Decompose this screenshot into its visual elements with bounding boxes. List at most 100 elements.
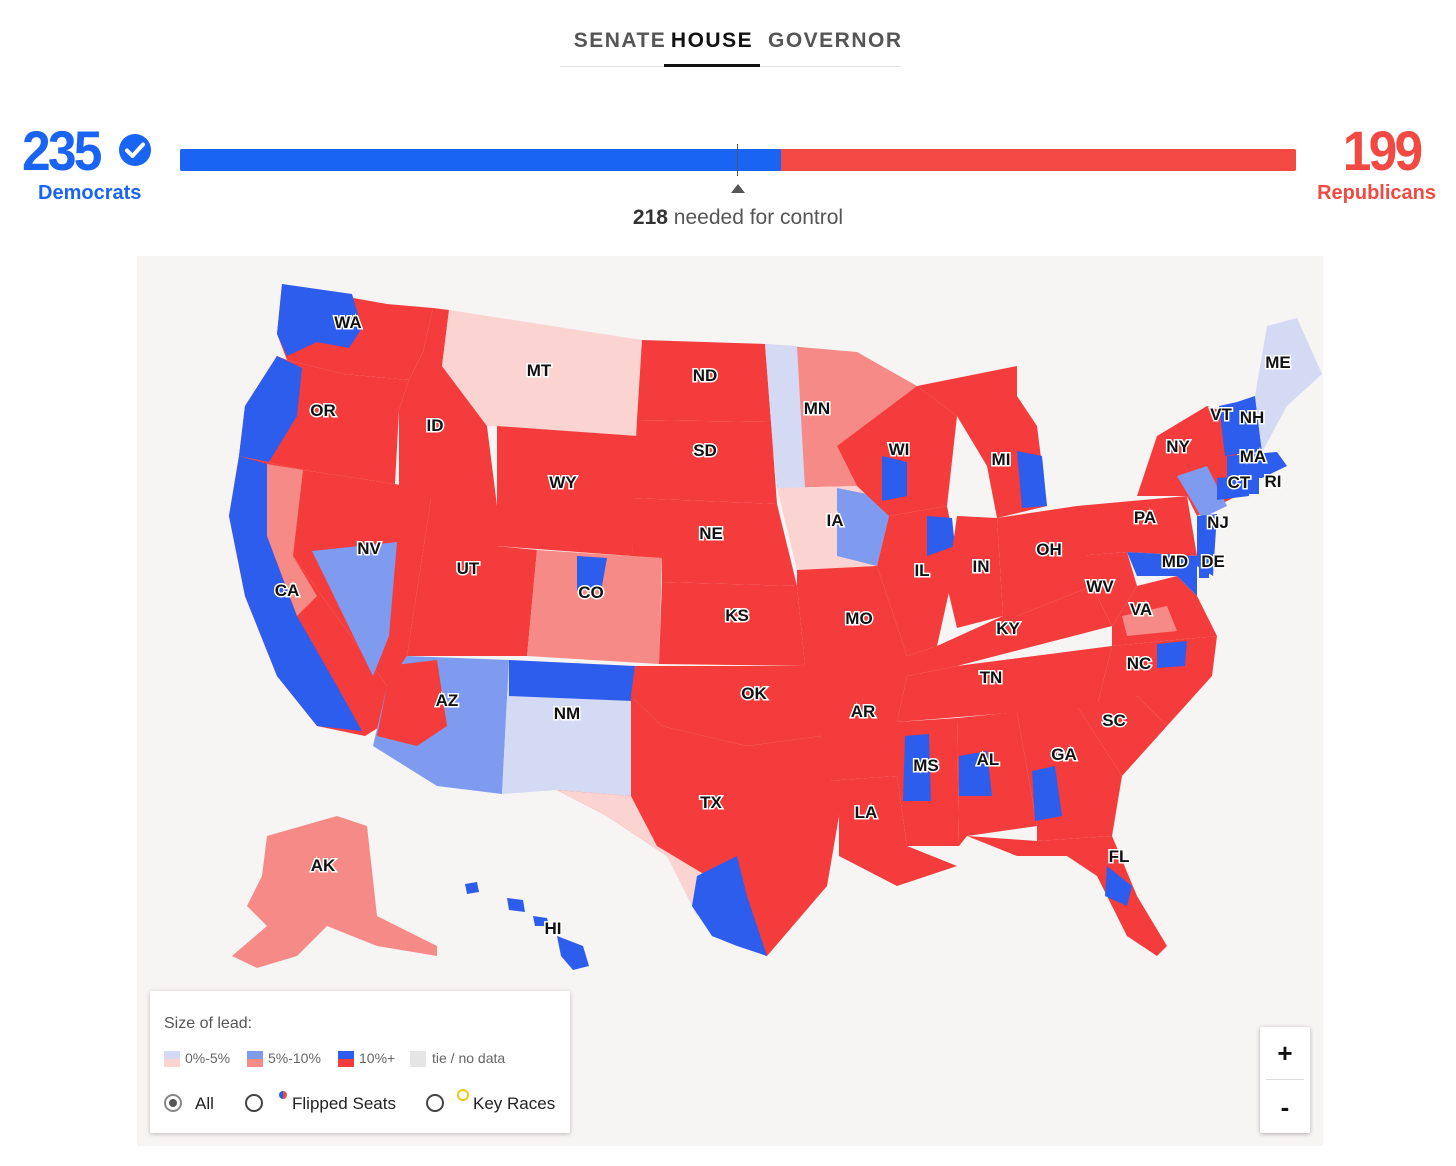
legend-label-0-5: 0%-5%	[185, 1050, 231, 1066]
state-shape-wi[interactable]	[837, 386, 957, 516]
state-label-nv: NV	[357, 539, 381, 558]
control-number: 218	[632, 206, 668, 229]
state-shape-fl[interactable]	[967, 836, 1167, 956]
state-shape-oh[interactable]	[997, 506, 1092, 616]
state-shape-ga-dem[interactable]	[1032, 766, 1062, 821]
state-shape-wi-dem[interactable]	[882, 456, 907, 501]
state-label-co: CO	[578, 583, 604, 602]
state-shape-mo[interactable]	[797, 566, 907, 676]
state-shape-md[interactable]	[1127, 552, 1197, 596]
state-label-sd: SD	[693, 441, 717, 460]
seat-balance-bar	[180, 149, 1296, 171]
state-shape-ia-dem[interactable]	[837, 488, 889, 566]
state-shape-co-dem[interactable]	[577, 556, 607, 591]
state-label-ga: GA	[1051, 745, 1077, 764]
us-map-svg[interactable]: WA OR CA ID NV MT WY UT AZ CO NM ND SD NE KS OK TX MN IA MO…	[137, 256, 1323, 1146]
flipped-seat-icon	[279, 1091, 287, 1099]
legend-swatch-10-plus	[338, 1051, 354, 1067]
state-shape-ma[interactable]	[1227, 452, 1287, 478]
zoom-out-button[interactable]: -	[1280, 1092, 1290, 1122]
state-shape-nh[interactable]	[1237, 396, 1262, 454]
state-shape-hi-1[interactable]	[465, 882, 479, 894]
state-shape-va-lean[interactable]	[1122, 606, 1177, 636]
state-label-in: IN	[973, 557, 990, 576]
state-shape-tn[interactable]	[897, 646, 1112, 722]
state-shape-ar[interactable]	[805, 676, 907, 781]
state-shape-la[interactable]	[827, 776, 957, 886]
state-shape-id[interactable]	[399, 308, 497, 506]
state-shape-pa[interactable]	[1077, 496, 1197, 556]
tab-senate[interactable]: SENATE	[573, 29, 667, 52]
state-shape-al-dem[interactable]	[959, 751, 992, 796]
house-results-map[interactable]: WA OR CA ID NV MT WY UT AZ CO NM ND SD NE KS OK TX MN IA MO…	[137, 256, 1323, 1146]
state-shape-tx-lean[interactable]	[557, 790, 707, 916]
zoom-in-button[interactable]: +	[1277, 1038, 1293, 1068]
state-shape-or-dem[interactable]	[239, 356, 302, 462]
state-shape-ks[interactable]	[659, 582, 805, 666]
state-shape-nc-dem[interactable]	[1157, 641, 1187, 668]
state-shape-il-dem[interactable]	[927, 516, 955, 556]
state-label-pa: PA	[1134, 508, 1156, 527]
state-shape-az-rep[interactable]	[377, 660, 447, 746]
state-shape-wy[interactable]	[497, 426, 637, 556]
legend-label-10-plus: 10%+	[359, 1050, 396, 1066]
filter-label-all[interactable]: All	[195, 1094, 214, 1113]
state-shape-mi[interactable]	[917, 366, 1047, 518]
filter-radio-key-races[interactable]	[426, 1094, 444, 1112]
state-shape-ky[interactable]	[907, 586, 1112, 676]
state-shape-ok[interactable]	[631, 666, 821, 746]
state-shape-tx-dem[interactable]	[692, 856, 767, 956]
race-tabs: SENATE HOUSE GOVERNOR	[560, 22, 903, 67]
state-shape-ak[interactable]	[232, 816, 437, 968]
state-shape-sd[interactable]	[633, 420, 777, 504]
republicans-label: Republicans	[1317, 182, 1436, 204]
state-shape-nm-dem[interactable]	[509, 660, 635, 701]
state-shape-mt[interactable]	[442, 310, 642, 436]
state-shape-wa-dem[interactable]	[277, 284, 362, 356]
state-shape-mi-dem[interactable]	[1017, 451, 1047, 508]
state-shape-nd[interactable]	[637, 340, 771, 422]
state-shape-ca-lean[interactable]	[267, 464, 317, 616]
state-shape-ne[interactable]	[632, 498, 797, 586]
state-shape-ri[interactable]	[1249, 478, 1259, 494]
state-shape-sc[interactable]	[1077, 696, 1167, 776]
state-shape-hi-3[interactable]	[533, 916, 549, 926]
state-shape-ct[interactable]	[1217, 476, 1249, 500]
state-label-mi: MI	[992, 450, 1011, 469]
tab-governor[interactable]: GOVERNOR	[768, 29, 903, 52]
state-label-ut: UT	[457, 559, 480, 578]
filter-radio-all[interactable]	[164, 1094, 182, 1112]
state-label-mo: MO	[845, 609, 872, 628]
state-shape-fl-dem[interactable]	[1105, 866, 1132, 906]
state-shape-ms-dem[interactable]	[903, 734, 931, 801]
state-shape-co[interactable]	[527, 550, 662, 664]
state-shape-mn-lean[interactable]	[765, 344, 805, 488]
state-shape-wv[interactable]	[1077, 552, 1137, 626]
filter-radio-flipped[interactable]	[245, 1094, 263, 1112]
state-shape-vt[interactable]	[1219, 402, 1237, 456]
democrats-label: Democrats	[38, 182, 142, 204]
state-shape-tx[interactable]	[557, 696, 839, 956]
state-shape-nc[interactable]	[1097, 636, 1217, 726]
state-label-tx: TX	[700, 793, 722, 812]
winner-check-icon	[119, 134, 151, 166]
state-shape-ny-dem[interactable]	[1177, 466, 1227, 518]
state-shape-ca-dem[interactable]	[229, 456, 362, 731]
zoom-controls: + -	[1260, 1027, 1310, 1133]
filter-label-key-races[interactable]: Key Races	[473, 1094, 556, 1113]
state-shape-me[interactable]	[1255, 318, 1322, 452]
state-shape-mn[interactable]	[765, 344, 917, 488]
legend-swatch-0-5	[164, 1051, 180, 1067]
state-shape-nv-dem[interactable]	[312, 542, 397, 676]
filter-label-flipped[interactable]: Flipped Seats	[292, 1094, 396, 1113]
state-shape-hi-2[interactable]	[507, 898, 525, 912]
state-label-la: LA	[855, 803, 878, 822]
tab-house[interactable]: HOUSE	[664, 28, 760, 67]
legend-label-tie: tie / no data	[432, 1050, 506, 1066]
state-shape-in[interactable]	[947, 516, 1003, 628]
state-shape-de[interactable]	[1199, 556, 1209, 578]
state-shape-al[interactable]	[957, 712, 1037, 846]
state-label-ok: OK	[741, 684, 767, 703]
state-shape-ut[interactable]	[407, 492, 537, 656]
state-shape-hi-4[interactable]	[557, 936, 589, 970]
